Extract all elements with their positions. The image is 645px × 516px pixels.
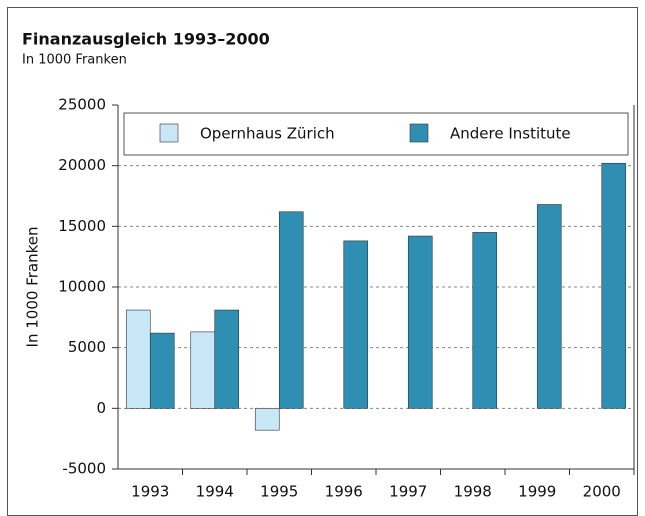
chart-subtitle: In 1000 Franken (22, 53, 127, 68)
legend-swatch (159, 123, 179, 143)
bar (190, 331, 216, 409)
x-tick-label: 2000 (583, 483, 621, 501)
bar (125, 309, 151, 409)
x-tick-label: 1993 (131, 483, 169, 501)
y-tick-label: 20000 (58, 156, 106, 174)
y-tick-label: 15000 (58, 217, 106, 235)
bar (601, 162, 627, 409)
x-tick-label: 1994 (196, 483, 234, 501)
x-tick-label: 1996 (325, 483, 363, 501)
frame (7, 7, 638, 516)
legend-swatch (409, 123, 429, 143)
legend-label: Opernhaus Zürich (200, 125, 335, 143)
bar (343, 240, 369, 409)
y-tick-label: -5000 (62, 460, 106, 478)
x-tick-label: 1998 (454, 483, 492, 501)
y-tick-label: 10000 (58, 278, 106, 296)
x-tick-label: 1997 (389, 483, 427, 501)
legend-label: Andere Institute (450, 125, 571, 143)
legend-box (123, 112, 629, 156)
y-tick-label: 5000 (68, 338, 106, 356)
bar (536, 204, 562, 409)
bar (254, 408, 280, 431)
bar (149, 332, 175, 409)
y-tick-label: 0 (96, 399, 106, 417)
y-tick-label: 25000 (58, 96, 106, 114)
bar (472, 232, 498, 409)
x-tick-label: 1999 (518, 483, 556, 501)
bar (278, 211, 304, 409)
x-tick-label: 1995 (260, 483, 298, 501)
bar (214, 309, 240, 409)
y-axis-label: In 1000 Franken (24, 227, 42, 348)
bar (407, 235, 433, 409)
chart-title: Finanzausgleich 1993–2000 (22, 30, 270, 49)
